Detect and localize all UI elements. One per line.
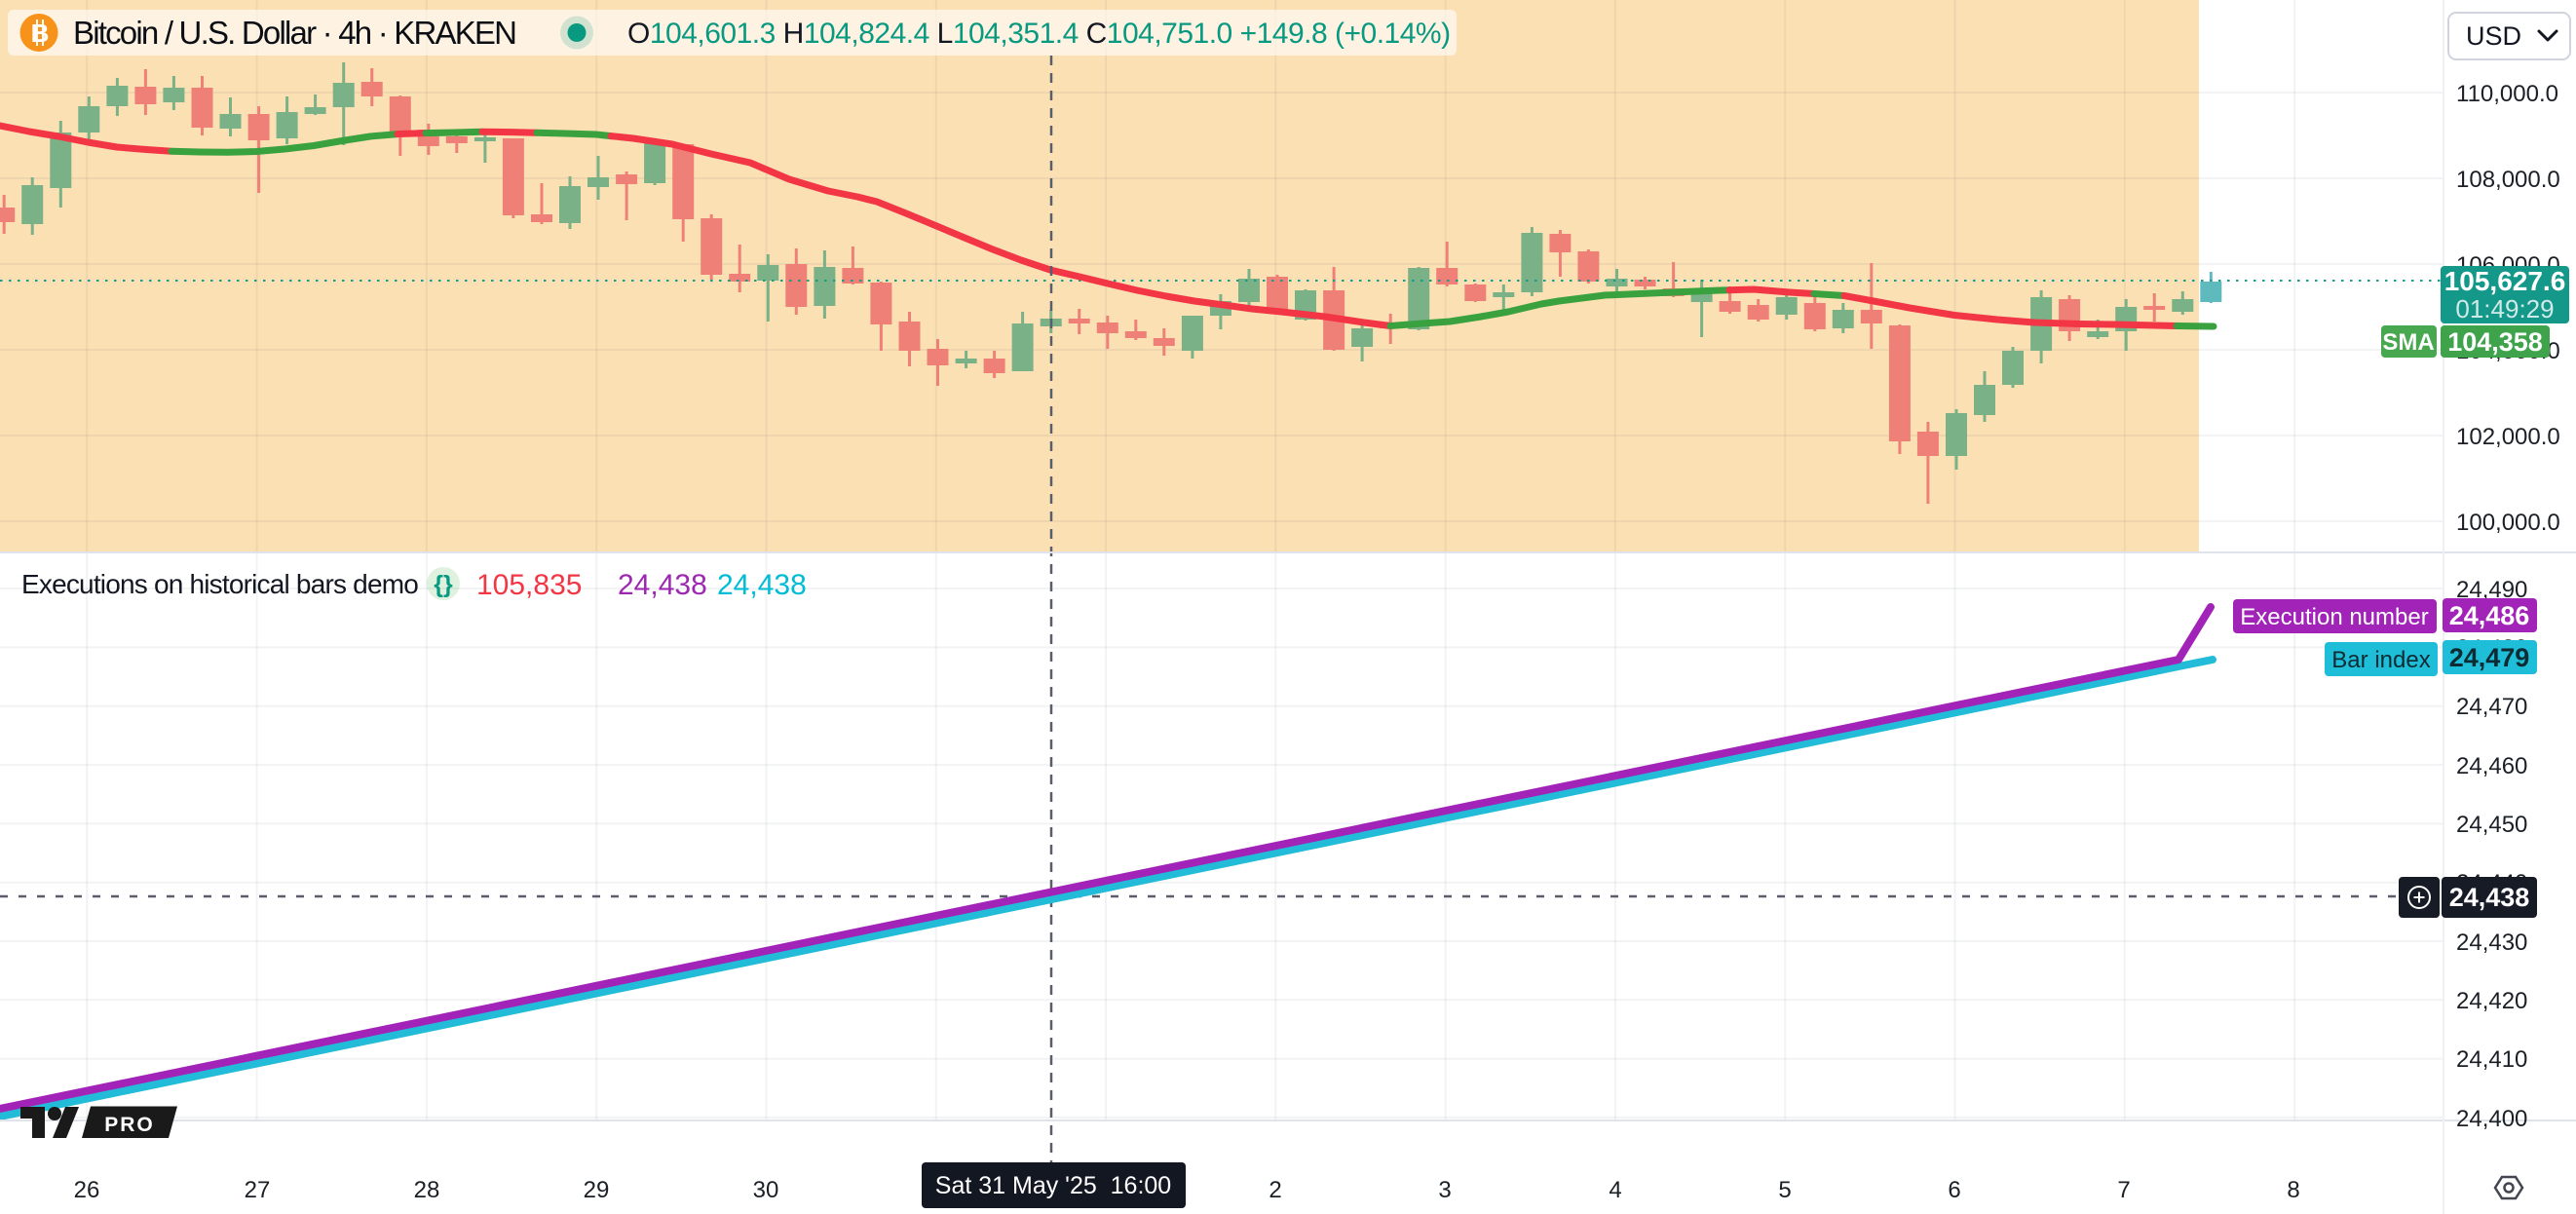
svg-text:USD: USD (2466, 21, 2521, 51)
svg-text:O104,601.3 H104,824.4 L104,351: O104,601.3 H104,824.4 L104,351.4 C104,75… (627, 18, 1451, 50)
svg-text:27: 27 (245, 1177, 271, 1203)
svg-text:Bitcoin / U.S. Dollar · 4h · K: Bitcoin / U.S. Dollar · 4h · KRAKEN (73, 15, 515, 51)
svg-text:PRO: PRO (104, 1114, 155, 1136)
svg-text:{}: {} (434, 571, 453, 598)
svg-text:105,835: 105,835 (476, 569, 582, 601)
svg-text:8: 8 (2287, 1177, 2299, 1203)
svg-text:24,400: 24,400 (2456, 1106, 2527, 1132)
svg-text:7: 7 (2117, 1177, 2130, 1203)
svg-text:24,470: 24,470 (2456, 694, 2527, 720)
svg-text:SMA: SMA (2382, 329, 2434, 356)
svg-text:24,479: 24,479 (2449, 643, 2530, 672)
svg-text:Execution number: Execution number (2240, 604, 2428, 630)
svg-text:24,430: 24,430 (2456, 929, 2527, 956)
svg-text:5: 5 (1778, 1177, 1791, 1203)
svg-text:24,450: 24,450 (2456, 812, 2527, 838)
svg-text:6: 6 (1948, 1177, 1960, 1203)
svg-text:102,000.0: 102,000.0 (2456, 424, 2560, 450)
svg-text:28: 28 (414, 1177, 440, 1203)
svg-text:01:49:29: 01:49:29 (2455, 294, 2554, 323)
svg-text:Sat 31 May '25 16:00: Sat 31 May '25 16:00 (935, 1172, 1171, 1199)
svg-text:105,627.6: 105,627.6 (2444, 266, 2566, 296)
svg-text:3: 3 (1438, 1177, 1451, 1203)
svg-text:108,000.0: 108,000.0 (2456, 167, 2560, 193)
svg-text:2: 2 (1269, 1177, 1281, 1203)
svg-text:24,420: 24,420 (2456, 988, 2527, 1014)
svg-text:30: 30 (753, 1177, 779, 1203)
svg-text:B: B (31, 19, 50, 48)
svg-text:24,438: 24,438 (717, 569, 807, 601)
svg-text:26: 26 (74, 1177, 100, 1203)
svg-text:24,438: 24,438 (618, 569, 707, 601)
svg-text:4: 4 (1609, 1177, 1621, 1203)
svg-text:24,410: 24,410 (2456, 1046, 2527, 1073)
svg-text:24,460: 24,460 (2456, 753, 2527, 779)
svg-text:Executions on historical bars: Executions on historical bars demo (21, 569, 418, 599)
svg-text:24,486: 24,486 (2449, 601, 2530, 630)
svg-text:110,000.0: 110,000.0 (2456, 81, 2558, 107)
svg-text:24,438: 24,438 (2449, 883, 2530, 912)
svg-text:100,000.0: 100,000.0 (2456, 510, 2560, 536)
svg-text:104,358: 104,358 (2447, 327, 2543, 357)
svg-text:Bar index: Bar index (2331, 647, 2430, 673)
svg-text:29: 29 (584, 1177, 610, 1203)
